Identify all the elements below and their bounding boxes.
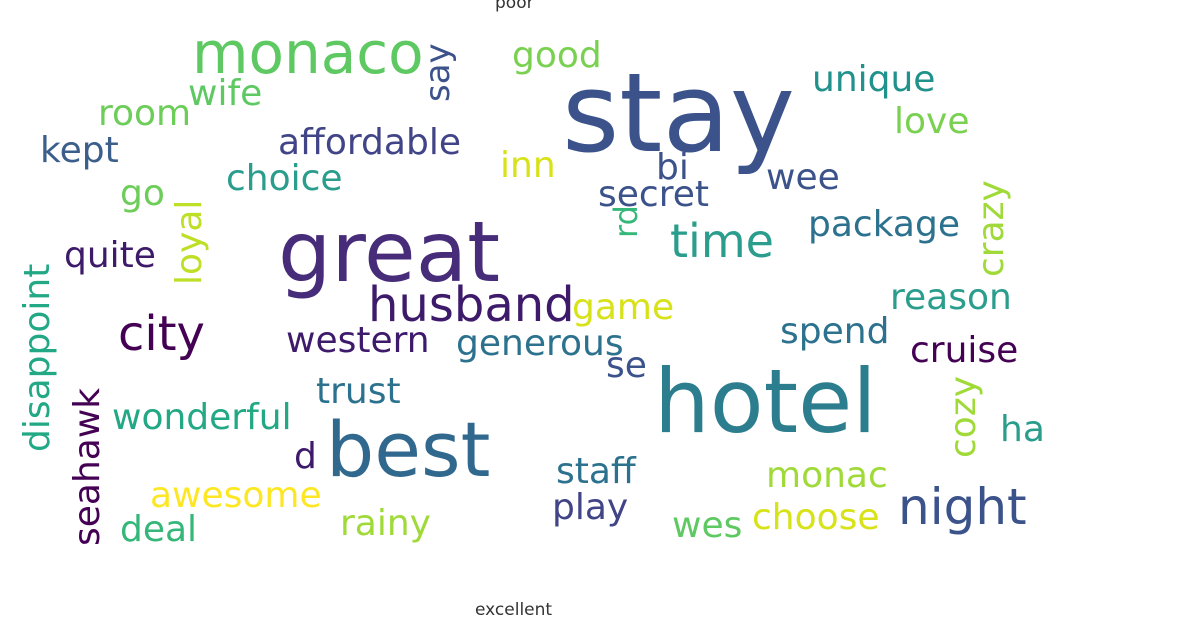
- word-monac: monac: [766, 455, 888, 496]
- word-inn: inn: [500, 145, 556, 186]
- word-rd: rd: [607, 205, 645, 238]
- word-generous: generous: [456, 323, 624, 364]
- word-staff: staff: [556, 451, 636, 492]
- word-wife: wife: [188, 73, 263, 114]
- word-night: night: [898, 478, 1027, 536]
- word-game: game: [572, 287, 675, 328]
- word-awesome: awesome: [150, 475, 322, 516]
- word-great: great: [278, 203, 501, 301]
- word-choice: choice: [226, 158, 343, 199]
- word-western: western: [286, 320, 430, 361]
- word-choose: choose: [752, 497, 880, 538]
- word-hotel: hotel: [654, 350, 877, 453]
- word-trust: trust: [316, 371, 401, 412]
- word-wonderful: wonderful: [112, 397, 292, 438]
- word-city: city: [118, 306, 205, 362]
- word-spend: spend: [780, 311, 890, 352]
- word-cruise: cruise: [910, 330, 1019, 371]
- word-go: go: [120, 173, 165, 214]
- word-love: love: [894, 101, 970, 142]
- word-package: package: [808, 204, 960, 245]
- word-best: best: [326, 405, 491, 494]
- word-reason: reason: [890, 277, 1012, 318]
- word-se: se: [606, 345, 647, 386]
- word-rainy: rainy: [340, 503, 431, 544]
- word-quite: quite: [64, 235, 156, 276]
- word-say: say: [418, 43, 458, 102]
- word-wee: wee: [766, 157, 840, 198]
- word-kept: kept: [40, 130, 119, 171]
- word-unique: unique: [812, 59, 936, 100]
- word-ha: ha: [1000, 409, 1045, 450]
- word-affordable: affordable: [278, 122, 461, 163]
- word-disappoint: disappoint: [17, 264, 58, 453]
- word-play: play: [552, 487, 629, 528]
- word-room: room: [98, 93, 192, 134]
- word-secret: secret: [598, 174, 709, 215]
- word-stay: stay: [562, 49, 795, 177]
- caption-top: poor: [495, 0, 534, 13]
- word-cozy: cozy: [943, 376, 984, 459]
- word-loyal: loyal: [169, 200, 210, 286]
- word-husband: husband: [368, 277, 575, 333]
- word-good: good: [512, 35, 602, 76]
- word-wes: wes: [672, 505, 743, 546]
- word-monaco: monaco: [192, 19, 424, 87]
- word-bi: bi: [656, 147, 689, 188]
- word-deal: deal: [120, 509, 198, 550]
- caption-bottom: excellent: [475, 600, 553, 620]
- word-crazy: crazy: [971, 180, 1012, 277]
- word-time: time: [670, 214, 774, 268]
- word-d: d: [294, 436, 317, 477]
- word-seahawk: seahawk: [67, 388, 108, 547]
